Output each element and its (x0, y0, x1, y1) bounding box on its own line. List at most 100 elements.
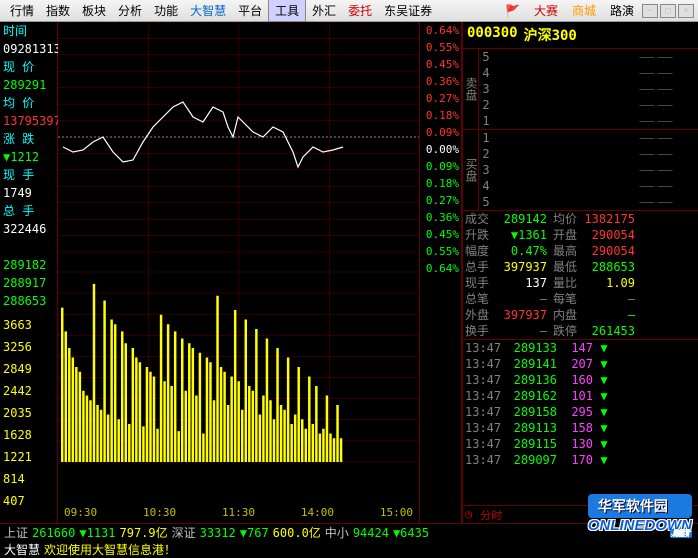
tick-row: 13:47289133147▼ (463, 340, 698, 356)
pct-label: 0.55% (420, 39, 461, 56)
status-item: 600.0亿 (273, 524, 321, 541)
tick-row: 13:47289113158▼ (463, 420, 698, 436)
tick-row: 13:47289136160▼ (463, 372, 698, 388)
stats-section: 成交289142均价1382175升跌▼1361开盘290054幅度0.47%最… (463, 211, 698, 340)
status-item: ▼1131 (79, 526, 115, 540)
maximize-button[interactable]: □ (660, 4, 676, 18)
stat-row: 现手137量比1.09 (463, 275, 698, 291)
index-statusbar: 上证261660▼1131797.9亿深证33312▼767600.0亿中小94… (0, 523, 698, 541)
menu-pt[interactable]: 平台 (232, 0, 268, 21)
stat-row: 换手—跌停261453 (463, 323, 698, 339)
menu-dzh[interactable]: 大智慧 (184, 0, 232, 21)
stat-row: 幅度0.47%最高290054 (463, 243, 698, 259)
menubar: 行情 指数 板块 分析 功能 大智慧 平台 工具 外汇 委托 东吴证券 🚩 大赛… (0, 0, 698, 22)
status-item: 深证 (172, 524, 196, 541)
ticks-section: 13:47289133147▼13:47289141207▼13:4728913… (463, 340, 698, 505)
pct-label: 0.36% (420, 73, 461, 90)
pct-label: 0.09% (420, 158, 461, 175)
pct-label: 0.36% (420, 209, 461, 226)
status-item: 797.9亿 (120, 524, 168, 541)
orderbook-row: 4———— (479, 65, 698, 81)
status-item: ▼6435 (393, 526, 429, 540)
left-info-row: 1749 (0, 184, 57, 202)
pct-label: 0.27% (420, 192, 461, 209)
main-content: 时间09281313现 价289291均 价13795397涨 跌▼1212现 … (0, 22, 698, 523)
status-item: 上证 (4, 524, 28, 541)
tick-row: 13:47289162101▼ (463, 388, 698, 404)
price-axis-label: 288917 (0, 274, 57, 292)
menu-zs[interactable]: 指数 (40, 0, 76, 21)
footer-msg: 欢迎使用大智慧信息港！ (44, 541, 176, 558)
stock-name: 沪深300 (524, 25, 577, 45)
percent-column: 0.64%0.55%0.45%0.36%0.27%0.18%0.09%0.00%… (420, 22, 462, 523)
menu-wh[interactable]: 外汇 (306, 0, 342, 21)
vol-axis-label: 3256 (0, 336, 57, 358)
right-tabs: ◷ 分时 (463, 505, 698, 523)
menu-sc[interactable]: 商城 (566, 0, 602, 21)
vol-axis-label: 814 (0, 468, 57, 490)
menu-wt[interactable]: 委托 (342, 0, 378, 21)
stat-row: 总笔—每笔— (463, 291, 698, 307)
pct-label: 0.45% (420, 56, 461, 73)
orderbook-row: 4———— (479, 178, 698, 194)
menu-ds[interactable]: 大赛 (528, 0, 564, 21)
pct-label: 0.27% (420, 90, 461, 107)
close-button[interactable]: × (678, 4, 694, 18)
pct-label: 0.64% (420, 260, 461, 277)
vol-axis-label: 2442 (0, 380, 57, 402)
pct-label: 0.00% (420, 141, 461, 158)
orderbook-row: 5———— (479, 194, 698, 210)
orderbook-row: 5———— (479, 49, 698, 65)
time-label: 15:00 (380, 506, 413, 519)
app-name: 大智慧 (4, 541, 40, 558)
menu-hq[interactable]: 行情 (4, 0, 40, 21)
vol-axis-label: 1628 (0, 424, 57, 446)
tab-fenshi[interactable]: 分时 (474, 506, 508, 523)
vol-axis-label: 1221 (0, 446, 57, 468)
menu-broker[interactable]: 东吴证券 (378, 0, 438, 21)
orderbook-row: 3———— (479, 162, 698, 178)
left-info-row: 涨 跌 (0, 130, 57, 148)
menu-fx[interactable]: 分析 (112, 0, 148, 21)
stat-row: 外盘397937内盘— (463, 307, 698, 323)
time-axis: 09:3010:3011:3014:0015:00 (58, 506, 419, 519)
vol-axis-label: 2849 (0, 358, 57, 380)
pct-label: 0.09% (420, 124, 461, 141)
minimize-button[interactable]: − (642, 4, 658, 18)
status-item: ▼767 (240, 526, 269, 540)
chart-area[interactable]: 09:3010:3011:3014:0015:00 (58, 22, 420, 523)
orderbook-row: 2———— (479, 146, 698, 162)
ask-label: 卖盘 (463, 49, 479, 129)
left-info-row: 09281313 (0, 40, 57, 58)
menu-gn[interactable]: 功能 (148, 0, 184, 21)
pct-label: 0.45% (420, 226, 461, 243)
vol-axis-label: 407 (0, 490, 57, 512)
status-item: 261660 (32, 526, 75, 540)
left-info-row: 现 价 (0, 58, 57, 76)
pct-label: 0.18% (420, 107, 461, 124)
menu-ly[interactable]: 路演 (604, 0, 640, 21)
ask-section: 卖盘 5————4————3————2————1———— (463, 49, 698, 130)
price-axis-label: 289182 (0, 256, 57, 274)
left-info-row: 均 价 (0, 94, 57, 112)
status-item: 中小 (325, 524, 349, 541)
menu-bk[interactable]: 板块 (76, 0, 112, 21)
time-label: 14:00 (301, 506, 334, 519)
stock-code: 000300 (467, 25, 518, 45)
left-info-row: 322446 (0, 220, 57, 238)
left-info-row: 总 手 (0, 202, 57, 220)
vol-axis-label: 3663 (0, 314, 57, 336)
time-label: 09:30 (64, 506, 97, 519)
left-info-row: 13795397 (0, 112, 57, 130)
left-info-panel: 时间09281313现 价289291均 价13795397涨 跌▼1212现 … (0, 22, 58, 523)
bid-section: 买盘 1————2————3————4————5———— (463, 130, 698, 211)
stat-row: 总手397937最低288653 (463, 259, 698, 275)
left-info-row: 现 手 (0, 166, 57, 184)
footer: 大智慧 欢迎使用大智慧信息港！ (0, 541, 698, 558)
pct-label: 0.18% (420, 175, 461, 192)
tick-row: 13:47289158295▼ (463, 404, 698, 420)
orderbook-row: 1———— (479, 113, 698, 129)
left-info-row: ▼1212 (0, 148, 57, 166)
time-label: 11:30 (222, 506, 255, 519)
menu-gj[interactable]: 工具 (268, 0, 306, 22)
